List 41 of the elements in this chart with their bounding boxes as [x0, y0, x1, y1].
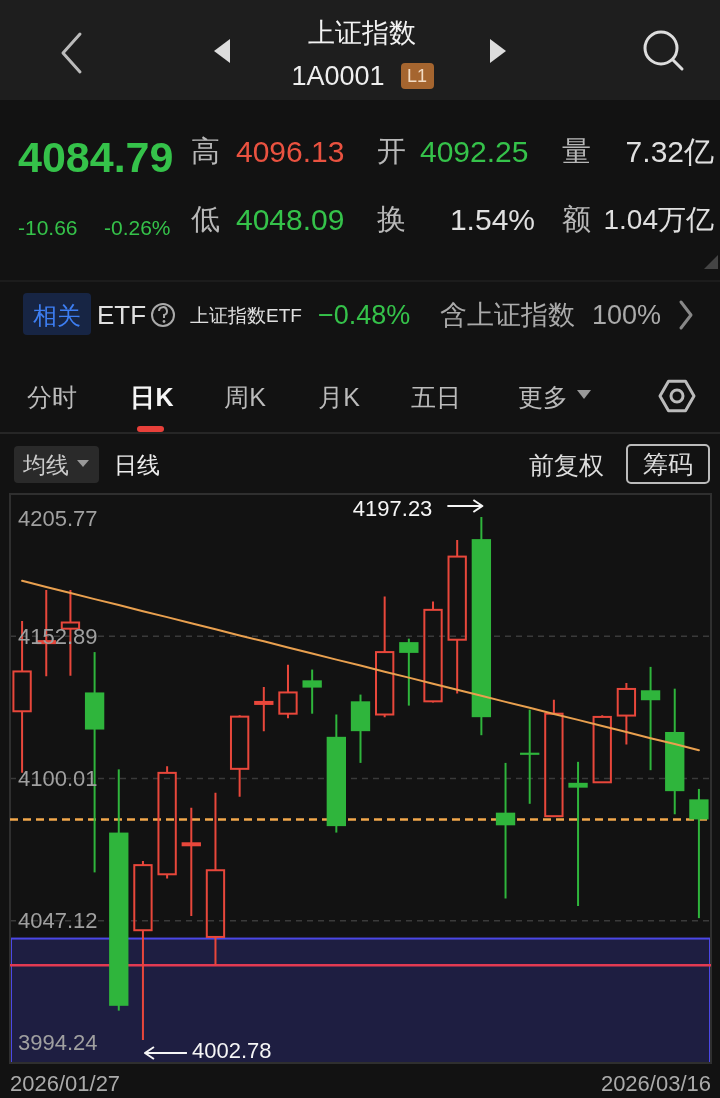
text: -0.26% [104, 215, 171, 239]
text: 2026/01/27 [10, 1070, 121, 1096]
text: 低 [190, 203, 220, 235]
text: 上证指数ETF [190, 304, 302, 326]
text: 相关 [33, 301, 81, 329]
text: 4084.79 [18, 133, 174, 181]
text: 4048.09 [236, 202, 345, 236]
chart-title: 上证指数 [308, 18, 416, 48]
text: 周K [224, 383, 267, 411]
annotation: 4002.78 [191, 1037, 272, 1063]
text: -10.66 [18, 215, 78, 239]
text: 前复权 [528, 451, 604, 479]
text: 额 [561, 203, 591, 235]
text: −0.48% [318, 300, 411, 330]
text: 日K [130, 383, 174, 411]
chart-subtitle: 1A0001 [291, 61, 385, 91]
text: 换 [376, 203, 406, 235]
text: 1.54% [449, 202, 535, 236]
text: 含上证指数 [440, 300, 575, 330]
text: 7.32亿 [625, 134, 714, 168]
text: 更多 [518, 383, 568, 411]
y-tick-label: 4047.12 [18, 908, 98, 934]
text: 筹码 [643, 450, 693, 478]
text: 月K [318, 383, 361, 411]
text: 4092.25 [420, 134, 529, 168]
text: 开 [376, 135, 406, 167]
text: 4096.13 [236, 134, 345, 168]
annotation: 4197.23 [352, 496, 433, 522]
text: L1 [406, 66, 428, 86]
text: 2026/03/16 [600, 1070, 711, 1096]
text: 高 [190, 135, 220, 167]
text: 100% [592, 300, 662, 330]
y-tick-label: 3994.24 [18, 1029, 98, 1055]
y-tick-label: 4205.77 [18, 505, 98, 531]
text: 量 [561, 135, 591, 167]
text: ETF [97, 300, 147, 330]
text: 均线 [22, 452, 69, 478]
text: 分时 [27, 383, 77, 411]
text: 1.04万亿 [603, 203, 714, 235]
text: 五日 [411, 383, 461, 411]
text: 日线 [114, 452, 160, 478]
